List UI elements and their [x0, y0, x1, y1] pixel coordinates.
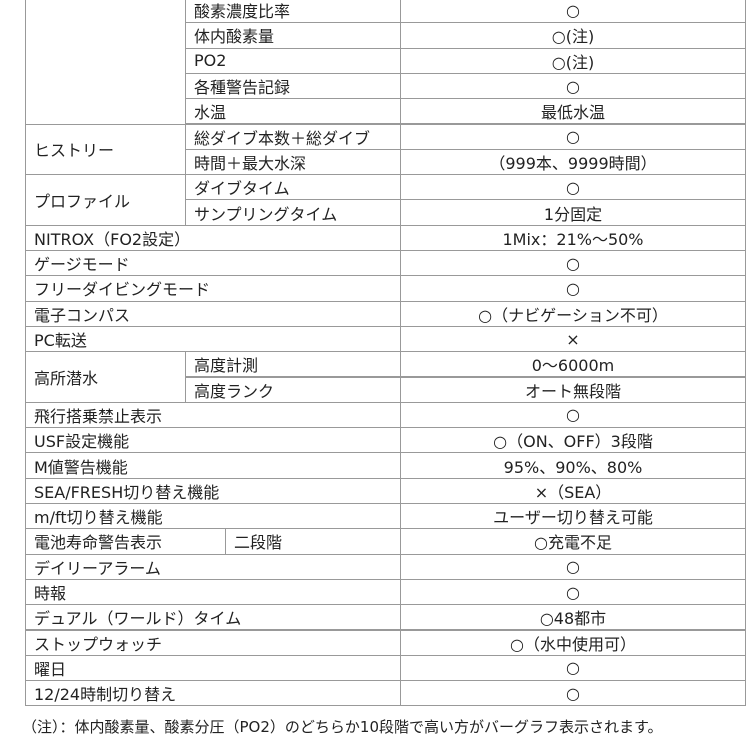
row-value: ○ [400, 401, 746, 429]
item-value: ○ [400, 123, 746, 150]
item-label: 水温 [185, 98, 401, 125]
item-value: ○ [400, 72, 746, 100]
item-label: PO2 [185, 47, 401, 74]
item-label: 高度ランク [185, 376, 401, 403]
row-value: ×（SEA） [400, 477, 746, 504]
item-value: 最低水温 [400, 98, 746, 125]
row-value: × [400, 325, 746, 353]
item-value: （999本、9999時間） [400, 148, 746, 176]
row-value: ○ [400, 275, 746, 302]
item-value: ○(注) [400, 47, 746, 74]
item-label: 体内酸素量 [185, 22, 401, 49]
item-value: ○ [400, 0, 746, 24]
item-label: 総ダイブ本数＋総ダイブ [185, 123, 401, 150]
row-label: M値警告機能 [25, 452, 401, 479]
row-label: 曜日 [25, 654, 401, 682]
item-value: 1分固定 [400, 199, 746, 226]
row-value: ユーザー切り替え可能 [400, 503, 746, 530]
item-value: ○充電不足 [400, 528, 746, 555]
group-label: 高所潜水 [25, 351, 186, 403]
footnote: （注）：体内酸素量、酸素分圧（PO2）のどちらか10段階で高い方がバーグラフ表示… [22, 718, 663, 736]
item-label: 各種警告記録 [185, 72, 401, 100]
item-value: ○ [400, 174, 746, 201]
row-value: ○48都市 [400, 604, 746, 631]
row-value: ○（ON、OFF）3段階 [400, 427, 746, 454]
row-label: 電子コンパス [25, 300, 401, 327]
row-label: デイリーアラーム [25, 553, 401, 580]
item-value: ○(注) [400, 22, 746, 49]
row-label: PC転送 [25, 325, 401, 353]
row-label: USF設定機能 [25, 427, 401, 454]
item-label: サンプリングタイム [185, 199, 401, 226]
row-value: ○ [400, 680, 746, 707]
item-value: 0～6000m [400, 351, 746, 378]
row-value: 95%、90%、80% [400, 452, 746, 479]
item-label: ダイブタイム [185, 174, 401, 201]
row-label: ストップウォッチ [25, 629, 401, 656]
group-label: プロファイル [25, 174, 186, 226]
group-label: 電池寿命警告表示 [25, 528, 226, 555]
row-label: NITROX（FO2設定） [25, 224, 401, 251]
item-label: 二段階 [225, 528, 401, 555]
row-label: 飛行搭乗禁止表示 [25, 401, 401, 429]
row-value: ○ [400, 578, 746, 606]
row-label: フリーダイビングモード [25, 275, 401, 302]
row-value: ○（ナビゲーション不可） [400, 300, 746, 327]
row-label: ゲージモード [25, 250, 401, 277]
group-label [25, 0, 186, 125]
row-value: ○ [400, 553, 746, 580]
row-label: 12/24時制切り替え [25, 680, 401, 707]
row-label: 時報 [25, 578, 401, 606]
row-label: SEA/FRESH切り替え機能 [25, 477, 401, 504]
row-value: ○ [400, 250, 746, 277]
item-value: オート無段階 [400, 376, 746, 403]
group-label: ヒストリー [25, 123, 186, 176]
row-value: ○（水中使用可） [400, 629, 746, 656]
item-label: 時間＋最大水深 [185, 148, 401, 176]
row-value: ○ [400, 654, 746, 682]
row-label: デュアル（ワールド）タイム [25, 604, 401, 631]
row-label: m/ft切り替え機能 [25, 503, 401, 530]
row-value: 1Mix：21%～50% [400, 224, 746, 251]
item-label: 高度計測 [185, 351, 401, 378]
item-label: 酸素濃度比率 [185, 0, 401, 24]
